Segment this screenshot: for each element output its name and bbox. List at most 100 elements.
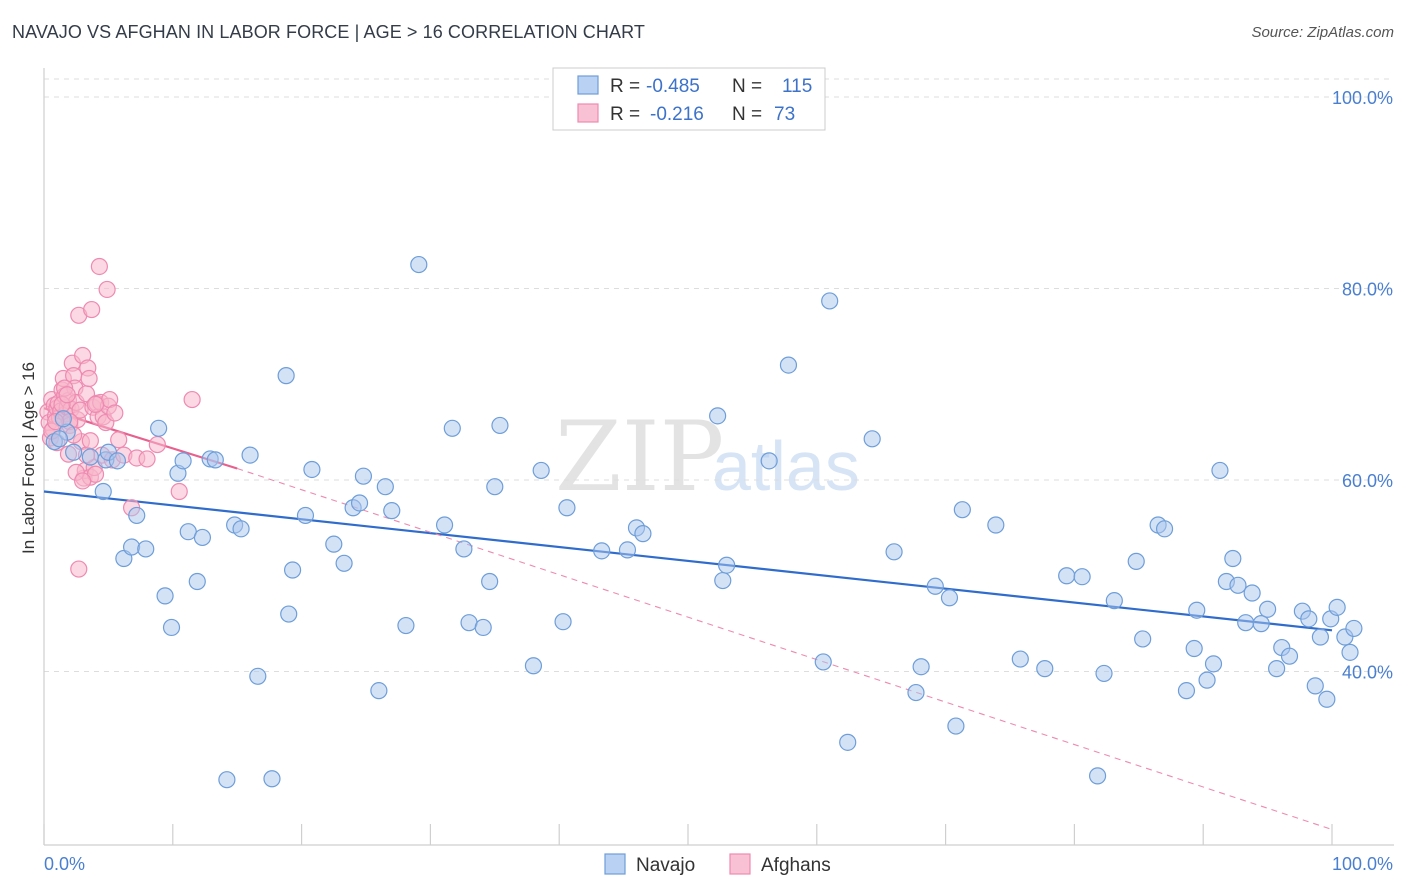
navajo-point-113 [50,430,69,448]
navajo-point-36 [350,494,369,512]
navajo-point-32 [303,460,321,479]
navajo-point-3 [81,448,99,466]
navajo-point-73 [947,717,965,735]
navajo-point-106 [1311,628,1330,646]
navajo-point-79 [1073,568,1091,586]
afghans-point-55 [148,435,166,454]
navajo-point-9 [122,538,141,556]
navajo-point-74 [953,501,971,519]
navajo-point-91 [1204,655,1223,673]
navajo-point-13 [156,587,174,605]
navajo-point-56 [618,541,637,559]
afghans-point-68 [86,395,105,413]
navajo-point-34 [335,554,353,572]
bottom-legend-label-navajo: Navajo [636,855,695,876]
navajo-point-68 [885,543,903,561]
navajo-point-64 [814,653,832,671]
navajo-point-87 [1177,682,1196,700]
afghans-point-40 [90,257,108,276]
navajo-point-40 [383,502,401,520]
afghans-point-65 [74,472,92,490]
navajo-point-111 [1341,643,1359,661]
navajo-point-67 [863,430,881,448]
navajo-point-78 [1058,567,1076,585]
legend-swatch-afghans [577,103,599,123]
navajo-point-61 [718,556,736,574]
navajo-point-69 [907,683,925,702]
bottom-legend-swatch-afghans [729,853,751,875]
afghans-point-49 [106,404,124,422]
navajo-point-62 [760,452,778,470]
navajo-point-2 [65,443,83,461]
navajo-point-89 [1188,601,1206,619]
navajo-point-86 [1155,520,1174,538]
navajo-point-5 [94,482,112,501]
afghans-point-54 [138,450,156,468]
navajo-point-105 [1306,677,1324,695]
navajo-point-114 [54,410,72,428]
legend-n-value-navajo: 115 [782,76,812,97]
navajo-point-11 [137,540,155,558]
navajo-point-53 [554,613,572,631]
axis-ticks [43,824,1333,845]
navajo-point-76 [1011,650,1029,668]
navajo-point-31 [296,506,315,525]
navajo-point-88 [1185,639,1203,658]
legend-r-label-navajo: R = [610,76,640,97]
x-tick-label-100: 100.0% [1332,854,1393,874]
afghans-point-34 [83,300,101,319]
navajo-point-80 [1088,767,1107,785]
navajo-point-29 [280,605,298,623]
navajo-point-82 [1105,592,1123,610]
legend-r-label-afghans: R = [610,104,640,125]
axes [43,68,1394,846]
watermark: ZIP atlas [555,401,860,513]
chart-title: NAVAJO VS AFGHAN IN LABOR FORCE | AGE > … [12,22,645,42]
navajo-point-70 [912,658,930,676]
navajo-point-50 [491,416,509,435]
watermark-atlas: atlas [712,427,860,505]
navajo-point-7 [108,452,127,470]
afghans-point-50 [110,431,128,449]
navajo-point-104 [1300,610,1318,628]
navajo-point-100 [1268,660,1286,678]
navajo-point-66 [839,733,857,751]
navajo-point-83 [1127,552,1145,570]
navajo-point-102 [1280,647,1299,665]
navajo-point-21 [206,451,224,469]
navajo-point-18 [188,572,206,591]
navajo-point-10 [128,506,146,525]
y-tick-label-60: 60.0% [1342,471,1393,491]
navajo-point-16 [174,452,192,470]
bottom-legend-label-afghans: Afghans [761,855,831,876]
navajo-point-96 [1237,614,1255,632]
axis-labels: 100.0% 80.0% 60.0% 40.0% 0.0% 100.0% [44,88,1393,874]
afghans-point-32 [80,369,98,388]
navajo-point-84 [1134,630,1152,648]
legend-swatch-navajo [577,75,599,95]
navajo-point-22 [218,771,236,789]
navajo-point-30 [283,561,302,579]
navajo-point-94 [1224,549,1242,568]
afghans-point-67 [81,432,99,450]
navajo-point-107 [1318,690,1336,708]
navajo-point-52 [532,461,550,480]
navajo-point-77 [1036,660,1054,678]
navajo-point-49 [486,478,504,496]
navajo-point-44 [443,419,461,437]
navajo-point-63 [779,356,798,374]
navajo-point-65 [821,292,839,310]
navajo-point-43 [435,516,454,534]
navajo-point-39 [376,478,394,496]
navajo-point-38 [370,682,388,700]
navajo-point-54 [558,499,576,517]
navajo-point-55 [593,542,611,560]
navajo-points [45,255,1363,789]
navajo-point-59 [709,407,727,425]
x-tick-label-0: 0.0% [44,854,85,874]
navajo-point-48 [481,572,499,591]
navajo-point-81 [1095,664,1113,683]
navajo-point-112 [1345,619,1363,638]
navajo-point-51 [524,657,543,675]
